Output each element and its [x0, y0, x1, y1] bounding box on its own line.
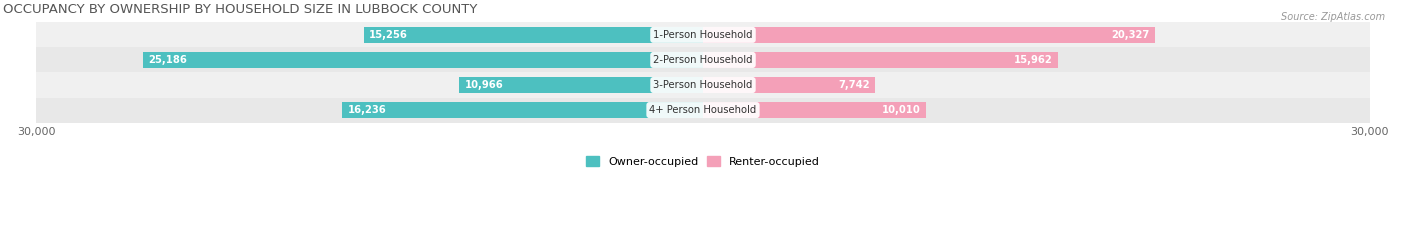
Text: 1-Person Household: 1-Person Household	[654, 30, 752, 40]
Text: 20,327: 20,327	[1111, 30, 1150, 40]
Bar	[703, 77, 875, 93]
Text: 15,256: 15,256	[370, 30, 408, 40]
Bar	[342, 102, 703, 118]
Text: Source: ZipAtlas.com: Source: ZipAtlas.com	[1281, 12, 1385, 22]
Bar	[143, 52, 703, 68]
Text: 16,236: 16,236	[347, 105, 387, 115]
Bar	[703, 27, 1154, 43]
Bar	[703, 102, 925, 118]
Bar	[37, 22, 1369, 48]
Text: 4+ Person Household: 4+ Person Household	[650, 105, 756, 115]
Text: OCCUPANCY BY OWNERSHIP BY HOUSEHOLD SIZE IN LUBBOCK COUNTY: OCCUPANCY BY OWNERSHIP BY HOUSEHOLD SIZE…	[3, 3, 477, 16]
Bar	[460, 77, 703, 93]
Bar	[37, 48, 1369, 72]
Bar	[37, 72, 1369, 98]
Bar	[37, 98, 1369, 123]
Text: 15,962: 15,962	[1014, 55, 1053, 65]
Bar	[703, 52, 1057, 68]
Text: 10,010: 10,010	[882, 105, 920, 115]
Legend: Owner-occupied, Renter-occupied: Owner-occupied, Renter-occupied	[581, 152, 825, 172]
Text: 7,742: 7,742	[838, 80, 870, 90]
Text: 10,966: 10,966	[464, 80, 503, 90]
Text: 2-Person Household: 2-Person Household	[654, 55, 752, 65]
Text: 3-Person Household: 3-Person Household	[654, 80, 752, 90]
Text: 25,186: 25,186	[149, 55, 187, 65]
Bar	[364, 27, 703, 43]
